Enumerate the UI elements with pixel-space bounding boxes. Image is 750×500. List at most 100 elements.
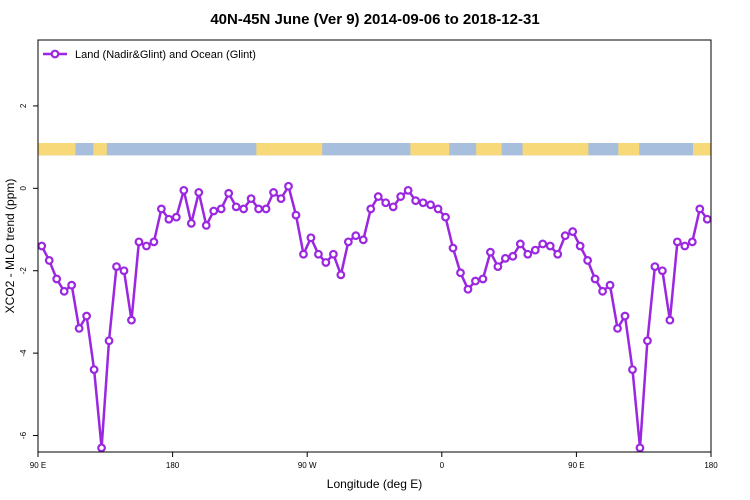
data-point bbox=[194, 188, 204, 197]
data-point bbox=[59, 286, 69, 296]
y-axis-label: XCO2 - MLO trend (ppm) bbox=[3, 179, 17, 314]
data-point bbox=[396, 192, 406, 201]
data-point bbox=[231, 202, 241, 212]
data-point bbox=[373, 192, 383, 201]
x-tick-label: 90 W bbox=[298, 461, 317, 470]
x-tick-label: 0 bbox=[440, 461, 445, 470]
data-point bbox=[299, 249, 308, 259]
data-point bbox=[284, 181, 293, 191]
land-band bbox=[693, 143, 711, 156]
data-point bbox=[643, 336, 652, 346]
series-line bbox=[40, 185, 709, 450]
data-point bbox=[336, 270, 346, 280]
land-band bbox=[256, 143, 323, 156]
y-axis: 2 0 -2 -4 -6 bbox=[19, 103, 38, 439]
data-point bbox=[388, 202, 398, 212]
land-band bbox=[93, 143, 107, 156]
data-point bbox=[560, 231, 570, 241]
data-point bbox=[657, 266, 667, 276]
y-tick-label: 2 bbox=[19, 103, 28, 108]
data-point bbox=[351, 231, 361, 241]
data-point bbox=[456, 268, 465, 278]
data-point bbox=[628, 365, 637, 375]
land-band bbox=[38, 143, 76, 156]
data-point bbox=[478, 274, 488, 284]
data-point bbox=[568, 227, 578, 236]
data-point bbox=[493, 262, 503, 272]
data-point bbox=[598, 286, 607, 296]
x-axis-label: Longitude (deg E) bbox=[327, 477, 422, 491]
data-point bbox=[44, 256, 54, 265]
data-point bbox=[523, 249, 533, 259]
data-point bbox=[583, 256, 593, 265]
data-point bbox=[672, 237, 682, 247]
ocean-band bbox=[38, 143, 711, 156]
data-point bbox=[343, 237, 353, 247]
data-point bbox=[52, 274, 62, 284]
data-point bbox=[403, 185, 413, 195]
x-tick-label: 90 E bbox=[30, 461, 46, 470]
data-point bbox=[575, 241, 585, 251]
legend-entry-label: Land (Nadir&Glint) and Ocean (Glint) bbox=[75, 49, 256, 61]
data-point bbox=[620, 311, 630, 321]
data-point bbox=[276, 194, 286, 204]
data-point bbox=[500, 253, 510, 263]
data-point bbox=[224, 188, 234, 198]
y-tick-label: -6 bbox=[19, 431, 28, 439]
data-point bbox=[97, 443, 106, 453]
data-point bbox=[89, 365, 99, 375]
data-point bbox=[254, 204, 263, 214]
land-band bbox=[476, 143, 502, 156]
data-point bbox=[37, 241, 47, 251]
data-point bbox=[665, 315, 675, 325]
data-point bbox=[179, 185, 189, 195]
data-point bbox=[74, 324, 84, 333]
data-point bbox=[553, 249, 563, 259]
data-point bbox=[261, 204, 271, 214]
data-point bbox=[695, 204, 705, 214]
data-point bbox=[486, 247, 495, 257]
data-point bbox=[366, 204, 376, 214]
data-point bbox=[418, 198, 428, 208]
data-point bbox=[358, 235, 368, 245]
data-point bbox=[441, 212, 450, 222]
y-tick-label: -2 bbox=[19, 267, 28, 275]
data-point bbox=[508, 251, 518, 261]
data-point bbox=[164, 214, 174, 224]
land-band bbox=[522, 143, 589, 156]
data-point bbox=[530, 245, 540, 255]
x-tick-label: 90 E bbox=[568, 461, 584, 470]
data-point bbox=[650, 262, 660, 272]
legend-point-marker bbox=[50, 49, 60, 59]
data-point bbox=[134, 237, 144, 247]
data-point bbox=[291, 210, 301, 220]
data-point bbox=[605, 280, 615, 290]
data-point bbox=[321, 258, 331, 267]
data-point bbox=[448, 243, 458, 253]
data-point bbox=[67, 280, 77, 290]
data-point bbox=[239, 204, 249, 214]
y-tick-label: -4 bbox=[19, 349, 28, 357]
data-point bbox=[127, 315, 136, 325]
data-point bbox=[269, 188, 278, 197]
data-point bbox=[112, 262, 121, 272]
data-point bbox=[171, 212, 181, 222]
data-point bbox=[702, 214, 712, 224]
data-point bbox=[635, 443, 645, 453]
data-point bbox=[613, 324, 622, 333]
data-point bbox=[216, 204, 226, 214]
data-point bbox=[433, 204, 443, 214]
data-point bbox=[306, 233, 316, 243]
plot-frame bbox=[37, 39, 712, 453]
data-point bbox=[201, 220, 211, 230]
data-point bbox=[328, 249, 338, 259]
data-point bbox=[680, 241, 690, 251]
data-point bbox=[590, 274, 600, 284]
data-point bbox=[471, 276, 480, 286]
data-point bbox=[515, 239, 525, 249]
data-point bbox=[209, 206, 219, 216]
data-point bbox=[104, 336, 114, 346]
data-point bbox=[149, 237, 159, 247]
data-point bbox=[314, 249, 323, 259]
